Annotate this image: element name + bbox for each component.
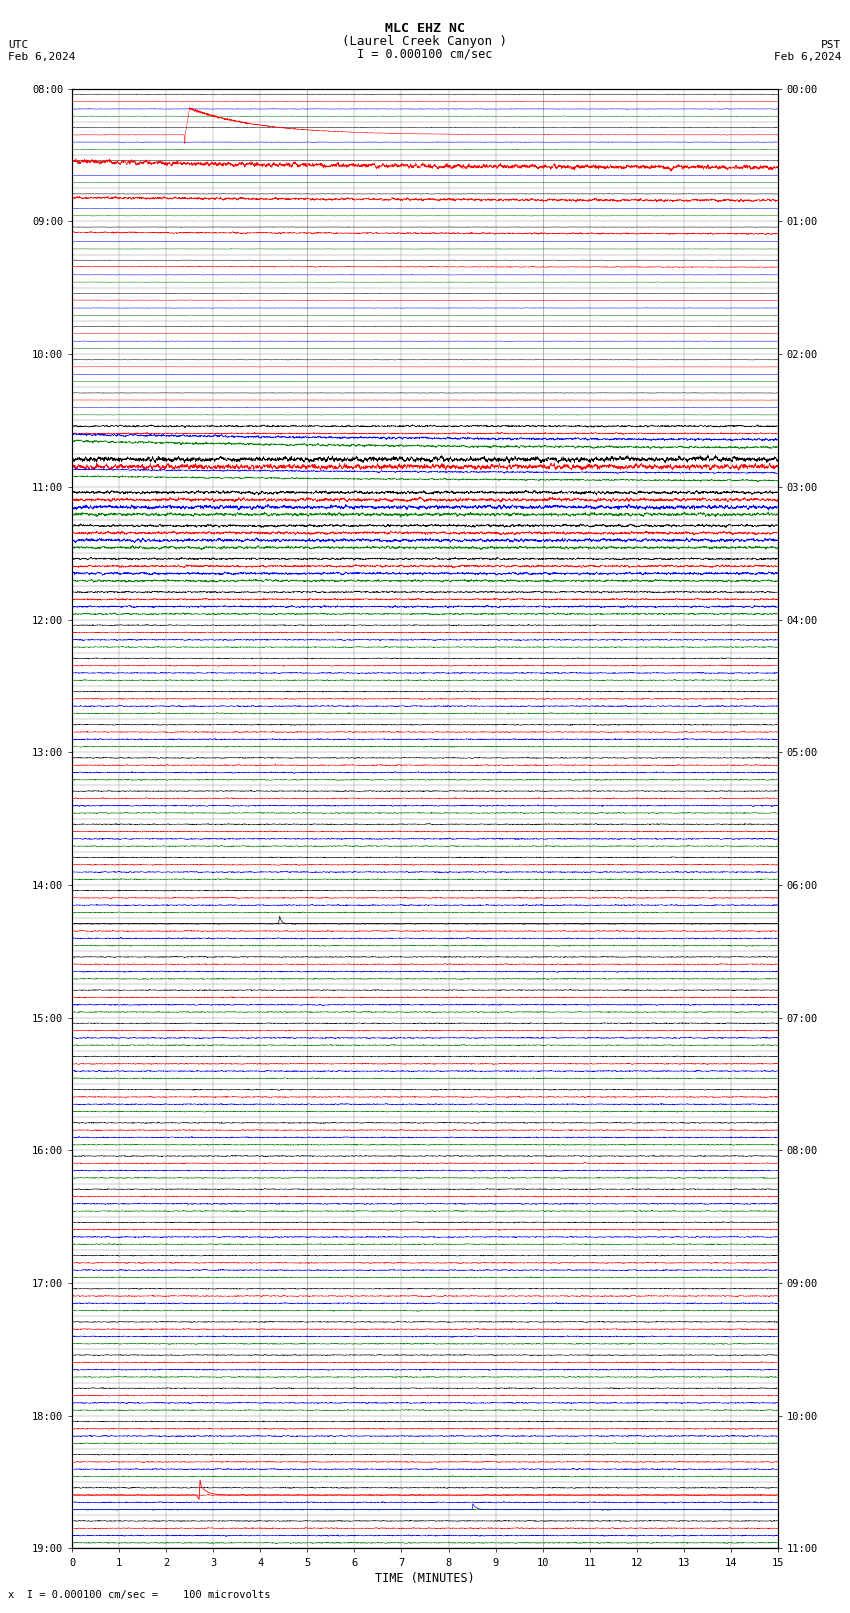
- Text: PST: PST: [821, 40, 842, 50]
- Text: Feb 6,2024: Feb 6,2024: [8, 52, 76, 61]
- Text: UTC: UTC: [8, 40, 29, 50]
- Text: I = 0.000100 cm/sec: I = 0.000100 cm/sec: [357, 47, 493, 60]
- X-axis label: TIME (MINUTES): TIME (MINUTES): [375, 1571, 475, 1584]
- Text: Feb 6,2024: Feb 6,2024: [774, 52, 842, 61]
- Text: (Laurel Creek Canyon ): (Laurel Creek Canyon ): [343, 34, 507, 47]
- Text: MLC EHZ NC: MLC EHZ NC: [385, 21, 465, 35]
- Text: x  I = 0.000100 cm/sec =    100 microvolts: x I = 0.000100 cm/sec = 100 microvolts: [8, 1590, 271, 1600]
